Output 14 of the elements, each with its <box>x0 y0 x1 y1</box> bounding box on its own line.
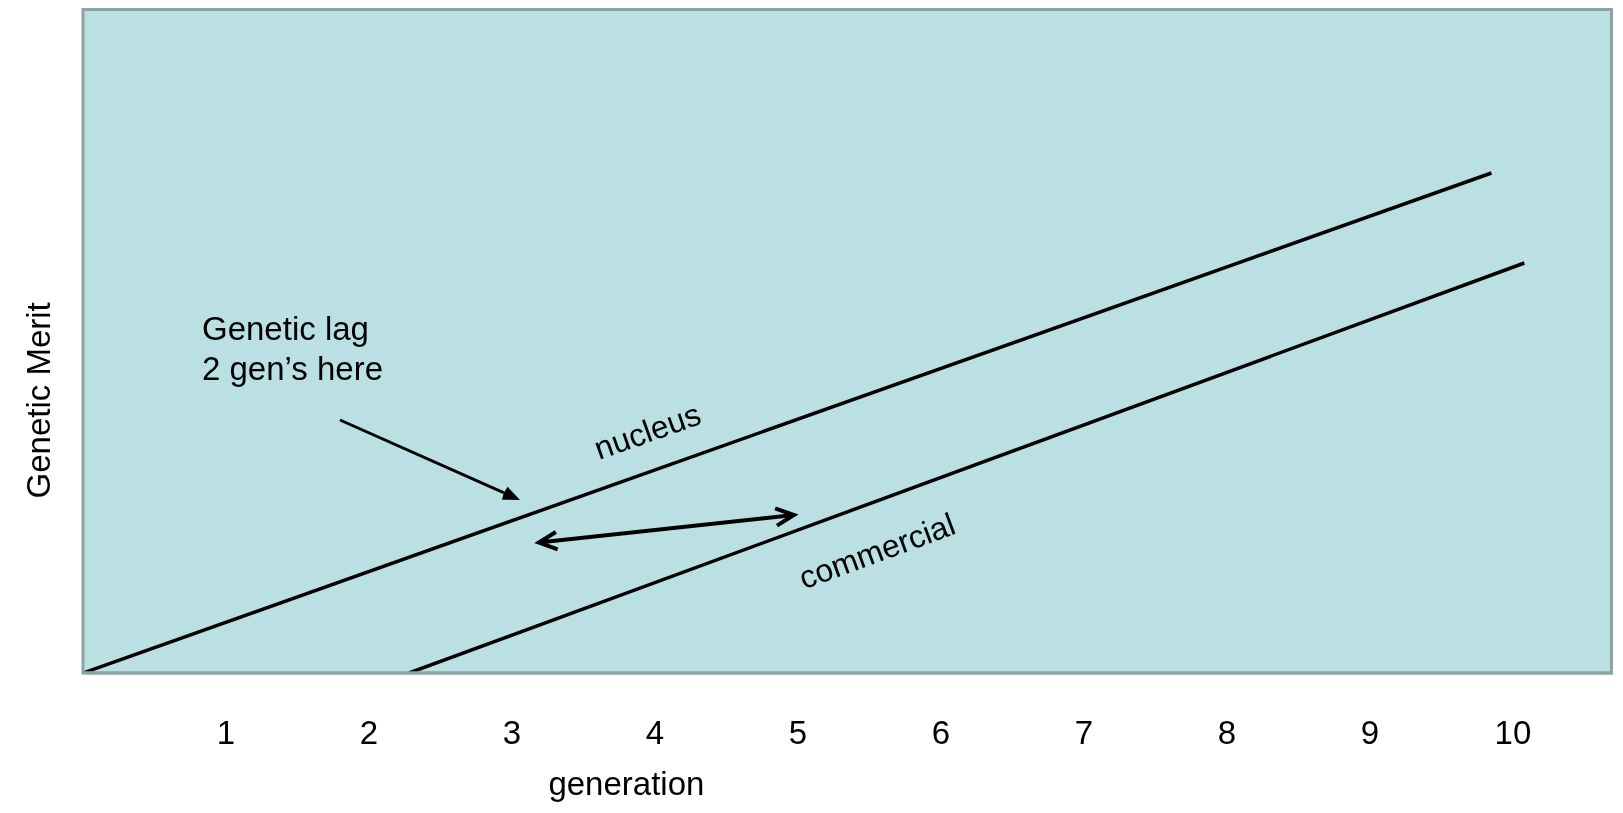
x-tick-label: 9 <box>1360 714 1380 752</box>
annotation: Genetic lag 2 gen’s here <box>202 310 384 387</box>
text: nucleus <box>589 395 706 467</box>
x-tick-label: 5 <box>788 714 808 752</box>
x-tick-label: 6 <box>931 714 951 752</box>
x-tick-label: 3 <box>502 714 522 752</box>
x-tick-label: 1 <box>216 714 236 752</box>
x-tick-label: 7 <box>1074 714 1094 752</box>
x-axis-title: generation <box>548 765 705 802</box>
x-tick-label: 2 <box>359 714 379 752</box>
x-tick-label: 10 <box>1494 714 1532 752</box>
y-axis-title: Genetic Merit <box>20 302 57 499</box>
x-tick-label: 4 <box>645 714 665 752</box>
x-tick-label: 8 <box>1217 714 1237 752</box>
